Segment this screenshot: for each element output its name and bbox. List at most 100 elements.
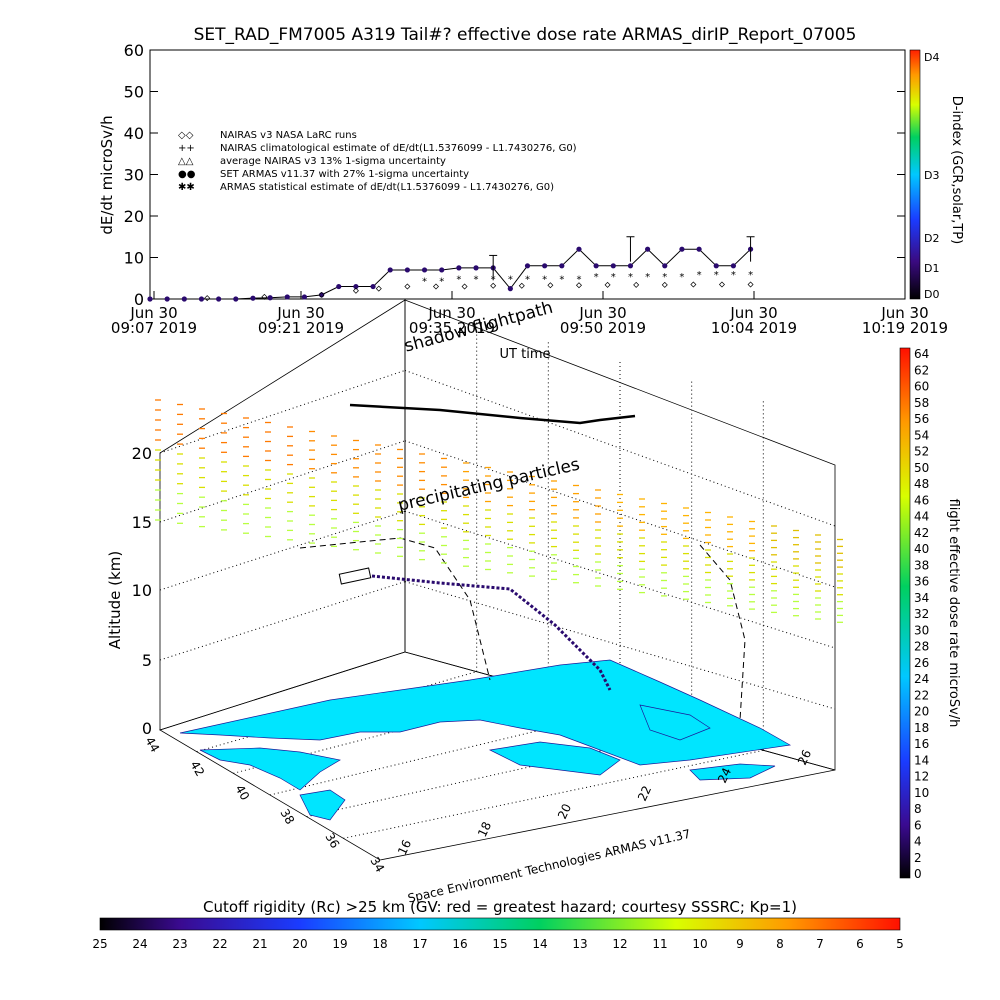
data-point (593, 263, 599, 269)
y-tick-label: 0 (134, 290, 144, 309)
longitude-ticks: 16 18 20 22 24 26 (395, 748, 814, 858)
cutoff-rigidity-tick: 9 (736, 937, 744, 951)
x-tick-label: 10:04 2019 (711, 319, 797, 337)
asterisk-point: * (731, 270, 736, 281)
cutoff-rigidity-tick: 18 (372, 937, 387, 951)
data-point (696, 246, 702, 252)
dose-rate-tick: 40 (914, 542, 929, 556)
dose-rate-tick: 4 (914, 835, 922, 849)
dose-rate-tick: 54 (914, 428, 929, 442)
x-tick-label: 09:50 2019 (560, 319, 646, 337)
cutoff-rigidity-tick: 24 (132, 937, 147, 951)
altitude-ticks: 0 5 10 15 20 (132, 444, 152, 738)
legend-symbol: △△ (178, 156, 194, 167)
data-point (147, 296, 153, 302)
x-tick-label: Jun 30 (427, 304, 475, 322)
diamond-point (204, 295, 211, 302)
data-point (250, 295, 256, 301)
dose-rate-tick: 6 (914, 818, 922, 832)
dose-rate-tick: 64 (914, 347, 929, 361)
latitude-tick: 36 (322, 831, 342, 851)
data-point (164, 296, 170, 302)
diamond-point (432, 283, 439, 290)
legend-entry: SET ARMAS v11.37 with 27% 1-sigma uncert… (220, 169, 469, 180)
diamond-point (575, 282, 582, 289)
cutoff-rigidity-tick: 15 (492, 937, 507, 951)
x-tick-label: Jun 30 (729, 304, 777, 322)
cutoff-rigidity-tick: 8 (776, 937, 784, 951)
dose-rate-colorbar (899, 347, 911, 879)
longitude-tick: 20 (555, 802, 574, 822)
asterisk-point: * (714, 270, 719, 281)
longitude-tick: 24 (715, 766, 734, 786)
asterisk-point: * (576, 274, 581, 285)
cutoff-rigidity-tick: 20 (292, 937, 307, 951)
data-point (730, 263, 737, 269)
latitude-tick: 42 (187, 759, 207, 779)
gridline (159, 510, 406, 591)
y-tick-label: 40 (124, 124, 144, 143)
cutoff-rigidity-tick: 25 (92, 937, 107, 951)
asterisk-point: * (474, 274, 479, 285)
aircraft-marker (338, 567, 372, 585)
x-tick-label: 09:21 2019 (258, 319, 344, 337)
d-index-tick: D2 (924, 232, 939, 245)
x-tick-label: Jun 30 (129, 304, 177, 322)
data-point (713, 263, 719, 269)
legend-symbol: ✱✱ (178, 182, 195, 193)
asterisk-point: * (542, 274, 547, 285)
dose-rate-tick: 32 (914, 607, 929, 621)
gridline (196, 671, 477, 753)
precipitating-particles-annotation: precipitating particles (396, 454, 582, 515)
asterisk-point: * (594, 272, 599, 283)
data-point (421, 267, 428, 273)
x-tick-label: 10:19 2019 (862, 319, 948, 337)
cutoff-rigidity-tick: 10 (692, 937, 707, 951)
cutoff-rigidity-tick: 5 (896, 937, 904, 951)
cutoff-rigidity-ticks: 25 24 23 22 21 20 19 18 17 16 15 14 13 12 11 10 9 8 7 6 5 (92, 937, 903, 951)
dose-rate-tick: 48 (914, 477, 929, 491)
diamond-point (261, 293, 268, 300)
longitude-tick: 16 (395, 838, 414, 858)
top-series: * * * * * * * * * * * * * * * * * * * * (147, 236, 755, 302)
top-y-axis: 0 10 20 30 40 50 60 (124, 41, 905, 309)
data-point (627, 263, 634, 269)
dose-rate-tick: 30 (914, 623, 929, 637)
dose-rate-tick: 50 (914, 461, 929, 475)
top-legend: ◇◇ NAIRAS v3 NASA LaRC runs ++ NAIRAS clima… (178, 130, 577, 193)
asterisk-point: * (439, 276, 444, 287)
x-tick-label: Jun 30 (880, 304, 928, 322)
dose-rate-tick: 58 (914, 396, 929, 410)
dose-rate-tick: 60 (914, 380, 929, 394)
dose-rate-tick: 52 (914, 445, 929, 459)
asterisk-point: * (748, 270, 753, 281)
legend-entry: NAIRAS v3 NASA LaRC runs (220, 130, 357, 141)
data-point (181, 296, 187, 302)
d-index-tick: D3 (924, 169, 939, 182)
latitude-tick: 34 (367, 855, 387, 875)
asterisk-point: * (697, 270, 702, 281)
asterisk-point: * (508, 274, 513, 285)
dose-rate-tick: 16 (914, 737, 929, 751)
diamond-point (547, 282, 554, 289)
credit-label: Space Environment Technologies ARMAS v11… (406, 827, 691, 906)
cutoff-rigidity-tick: 14 (532, 937, 547, 951)
cutoff-rigidity-tick: 11 (652, 937, 667, 951)
d-index-tick: D4 (924, 51, 939, 64)
y-tick-label: 20 (124, 207, 144, 226)
y-tick-label: 50 (124, 83, 144, 102)
cutoff-rigidity-tick: 17 (412, 937, 427, 951)
data-point (370, 283, 376, 290)
diamond-point (633, 281, 640, 288)
data-point (507, 286, 513, 292)
cutoff-rigidity-tick: 13 (572, 937, 587, 951)
data-point (233, 296, 239, 302)
data-point (284, 294, 290, 300)
gridline (159, 581, 406, 661)
dose-rate-tick: 56 (914, 412, 929, 426)
dose-rate-tick: 2 (914, 851, 922, 865)
dose-rate-tick: 28 (914, 640, 929, 654)
cutoff-rigidity-colorbar (99, 917, 901, 931)
data-point (576, 246, 582, 252)
